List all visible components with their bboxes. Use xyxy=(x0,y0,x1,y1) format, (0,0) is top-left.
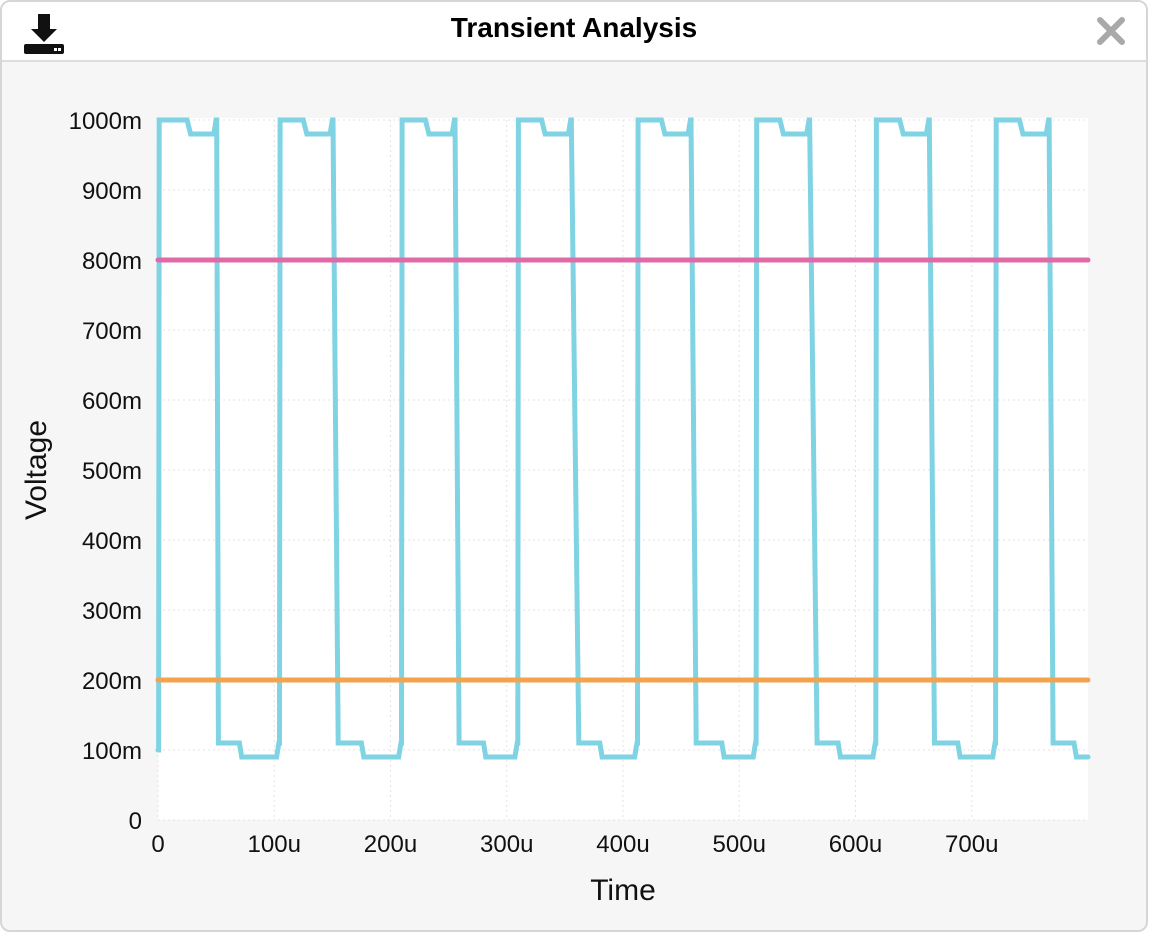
window-title: Transient Analysis xyxy=(450,12,698,43)
x-tick-label: 300u xyxy=(480,831,533,858)
y-tick-label: 300m xyxy=(82,598,142,625)
y-tick-label: 1000m xyxy=(69,108,142,135)
x-tick-label: 0 xyxy=(151,831,164,858)
x-tick-label: 400u xyxy=(596,831,649,858)
x-tick-label: 600u xyxy=(829,831,882,858)
y-tick-label: 100m xyxy=(82,738,142,765)
x-axis-ticks: 0 100u 200u 300u 400u 500u 600u 700u xyxy=(151,831,998,858)
series-line-square-wave xyxy=(155,117,1091,760)
download-button[interactable] xyxy=(20,10,68,56)
y-axis-ticks: 0 100m 200m 300m 400m 500m 600m 700m 800m 900m 100… xyxy=(69,108,142,835)
y-tick-label: 700m xyxy=(82,318,142,345)
title-bar: Transient Analysis xyxy=(2,2,1146,62)
x-axis-title: Time xyxy=(590,874,656,907)
download-icon xyxy=(24,14,64,54)
x-tick-label: 100u xyxy=(248,831,301,858)
grid-lines xyxy=(157,119,1088,821)
y-tick-label: 900m xyxy=(82,178,142,205)
x-tick-label: 700u xyxy=(945,831,998,858)
chart-series xyxy=(155,117,1091,760)
y-tick-label: 500m xyxy=(82,458,142,485)
y-tick-label: 0 xyxy=(129,808,142,835)
y-tick-label: 200m xyxy=(82,668,142,695)
y-tick-label: 400m xyxy=(82,528,142,555)
x-tick-label: 500u xyxy=(713,831,766,858)
close-icon xyxy=(1097,17,1125,45)
y-tick-label: 800m xyxy=(82,248,142,275)
y-axis-title: Voltage xyxy=(20,420,53,520)
y-tick-label: 600m xyxy=(82,388,142,415)
plot-area xyxy=(158,118,1088,820)
close-button[interactable] xyxy=(1094,14,1128,48)
x-tick-label: 200u xyxy=(364,831,417,858)
